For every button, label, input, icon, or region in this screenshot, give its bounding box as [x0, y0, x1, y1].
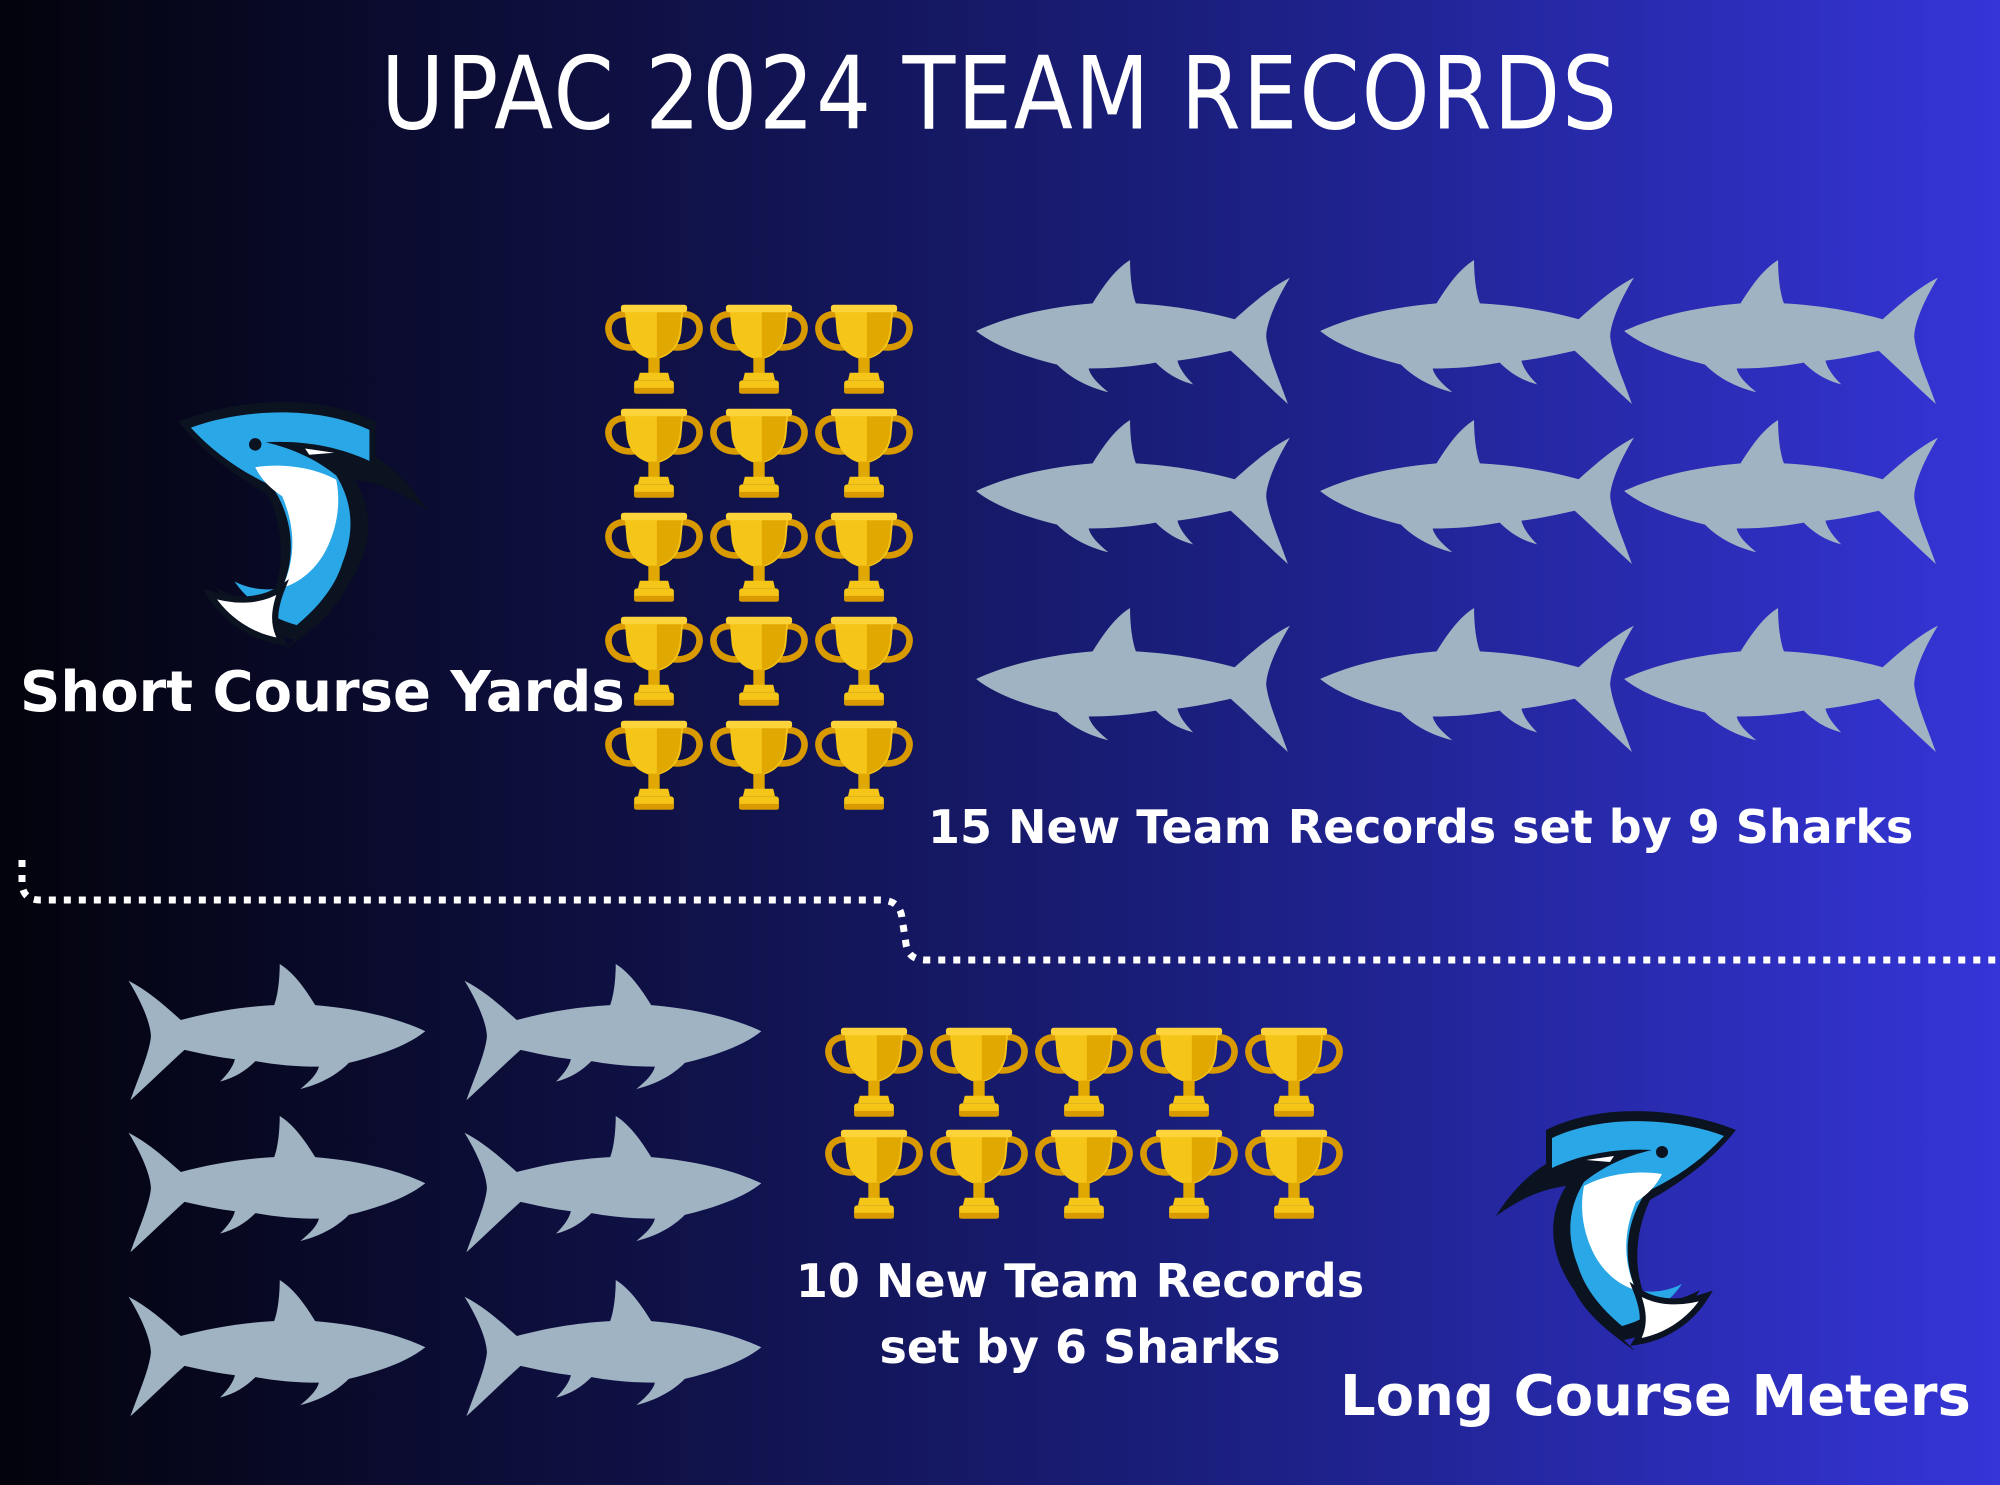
trophy-icon [1248, 1130, 1339, 1219]
trophy-icon [818, 409, 909, 498]
trophy-icon [828, 1130, 919, 1219]
shark-silhouette-icon [1624, 608, 1938, 753]
shark-silhouette-icon [1624, 420, 1938, 565]
trophy-icon [818, 721, 909, 810]
trophy-icon [713, 513, 804, 602]
trophy-icon [608, 617, 699, 706]
trophy-icon [933, 1130, 1024, 1219]
trophy-icon [713, 721, 804, 810]
shark-silhouette-icon [976, 420, 1290, 565]
shark-silhouette-icon [464, 1116, 762, 1253]
page-title: UPAC 2024 TEAM RECORDS [381, 35, 1619, 153]
section-divider [18, 860, 2000, 964]
long-course-trophy-grid [828, 1028, 1339, 1219]
trophy-icon [1248, 1028, 1339, 1117]
shark-silhouette-icon [976, 260, 1290, 405]
long-course-caption: 10 New Team Records set by 6 Sharks [795, 1254, 1365, 1374]
shark-silhouette-icon [128, 1280, 426, 1417]
long-course-shark-mascot-logo [1496, 1111, 1736, 1352]
trophy-icon [818, 617, 909, 706]
trophy-icon [713, 617, 804, 706]
trophy-icon [608, 409, 699, 498]
short-course-label: Short Course Yards [20, 660, 625, 725]
long-course-label: Long Course Meters [1340, 1364, 1971, 1429]
short-course-shark-mascot-logo [178, 402, 427, 652]
trophy-icon [933, 1028, 1024, 1117]
shark-silhouette-icon [1624, 260, 1938, 405]
trophy-icon [713, 409, 804, 498]
shark-silhouette-icon [464, 1280, 762, 1417]
shark-silhouette-icon [128, 964, 426, 1101]
trophy-icon [1038, 1028, 1129, 1117]
short-course-caption: 15 New Team Records set by 9 Sharks [928, 800, 1914, 854]
trophy-icon [828, 1028, 919, 1117]
long-course-shark-grid [128, 964, 762, 1417]
trophy-icon [1143, 1130, 1234, 1219]
trophy-icon [818, 513, 909, 602]
trophy-icon [608, 721, 699, 810]
trophy-icon [1143, 1028, 1234, 1117]
short-course-shark-grid [976, 260, 1938, 753]
shark-silhouette-icon [1320, 608, 1634, 753]
trophy-icon [608, 305, 699, 394]
short-course-trophy-grid [608, 305, 909, 810]
shark-silhouette-icon [128, 1116, 426, 1253]
shark-silhouette-icon [1320, 260, 1634, 405]
trophy-icon [608, 513, 699, 602]
trophy-icon [1038, 1130, 1129, 1219]
shark-silhouette-icon [1320, 420, 1634, 565]
trophy-icon [713, 305, 804, 394]
trophy-icon [818, 305, 909, 394]
shark-silhouette-icon [976, 608, 1290, 753]
shark-silhouette-icon [464, 964, 762, 1101]
